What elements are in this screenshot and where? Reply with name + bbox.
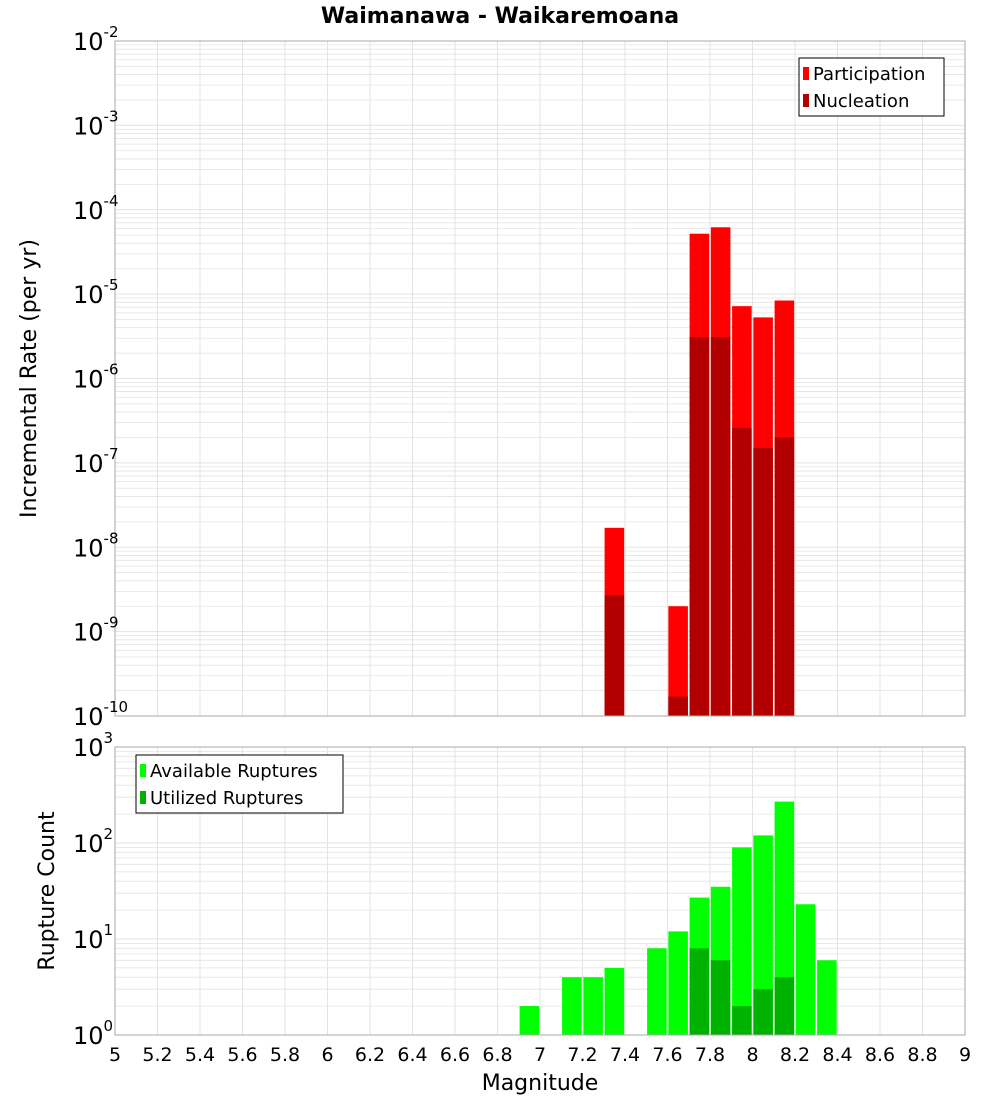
nucleation-bar <box>604 595 625 716</box>
x-tick-label: 7.4 <box>610 1044 640 1066</box>
utilized-bar <box>774 977 795 1035</box>
rate-plot: 10-10 10-9 10-8 10-7 10-6 10-5 10-4 10-3 10-2 In… <box>17 23 966 731</box>
available-bar <box>583 977 603 1035</box>
utilized-bar <box>753 989 773 1035</box>
x-tick-label: 6.2 <box>355 1044 385 1066</box>
count-y-ticks: 100 101 102 103 <box>73 729 113 1050</box>
y-tick-label: 10-6 <box>73 361 119 394</box>
nucleation-bar <box>689 337 710 716</box>
y-tick-label: 10-10 <box>73 698 128 731</box>
y-tick-label: 10-4 <box>73 192 119 225</box>
rate-plot-frame <box>114 40 966 717</box>
available-bar <box>774 801 795 1035</box>
legend-swatch <box>803 67 809 80</box>
available-bar <box>817 960 837 1035</box>
legend-label: Nucleation <box>813 91 909 112</box>
y-tick-label: 100 <box>73 1017 113 1050</box>
legend-swatch <box>140 764 146 777</box>
available-bar <box>668 931 688 1035</box>
y-tick-label: 10-7 <box>73 445 119 478</box>
x-tick-label: 7 <box>534 1044 546 1066</box>
x-tick-label: 7.2 <box>567 1044 597 1066</box>
y-tick-label: 10-8 <box>73 529 119 562</box>
count-plot-frame <box>114 746 966 1036</box>
x-tick-label: 5.2 <box>142 1044 172 1066</box>
y-tick-label: 10-5 <box>73 276 119 309</box>
available-bar <box>604 967 625 1035</box>
x-axis-label: Magnitude <box>482 1071 599 1096</box>
legend-label: Utilized Ruptures <box>150 788 303 809</box>
x-tick-label: 8 <box>746 1044 758 1066</box>
x-tick-label: 7.8 <box>695 1044 725 1066</box>
x-tick-label: 8.2 <box>780 1044 810 1066</box>
x-tick-label: 6.6 <box>440 1044 470 1066</box>
rate-y-axis-label: Incremental Rate (per yr) <box>17 239 42 518</box>
x-axis-ticks: 5 5.2 5.4 5.6 5.8 6 6.2 6.4 6.6 6.8 7 7.2 7.4 7.6 7.8 8… <box>109 1044 971 1066</box>
y-tick-label: 101 <box>73 921 113 954</box>
x-tick-label: 8.4 <box>822 1044 852 1066</box>
y-tick-label: 103 <box>73 729 113 762</box>
x-tick-label: 9 <box>959 1044 971 1066</box>
rate-legend: Participation Nucleation <box>798 57 945 117</box>
x-tick-label: 5 <box>109 1044 121 1066</box>
available-bar <box>519 1006 540 1035</box>
count-plot: 100 101 102 103 Rupture Count Available Rup… <box>35 729 966 1050</box>
utilized-bar <box>710 960 731 1035</box>
available-bar <box>562 977 582 1035</box>
x-tick-label: 5.8 <box>270 1044 300 1066</box>
rate-grid <box>114 41 966 717</box>
count-y-axis-label: Rupture Count <box>35 811 60 971</box>
x-tick-label: 8.6 <box>865 1044 895 1066</box>
y-tick-label: 10-2 <box>73 23 119 56</box>
x-tick-label: 6.4 <box>397 1044 427 1066</box>
available-bar <box>732 847 752 1035</box>
count-legend: Available Ruptures Utilized Ruptures <box>135 754 344 814</box>
nucleation-bar <box>732 427 752 716</box>
nucleation-bar <box>753 448 773 716</box>
legend-label: Participation <box>813 64 925 85</box>
legend-box <box>135 754 344 814</box>
participation-bar <box>668 606 688 716</box>
y-tick-label: 102 <box>73 825 113 858</box>
x-tick-label: 6.8 <box>482 1044 512 1066</box>
legend-swatch <box>803 94 809 107</box>
x-tick-label: 7.6 <box>652 1044 682 1066</box>
available-bar <box>795 904 816 1035</box>
y-tick-label: 10-9 <box>73 614 119 647</box>
x-tick-label: 6 <box>321 1044 333 1066</box>
chart-title: Waimanawa - Waikaremoana <box>321 4 679 29</box>
count-bars <box>519 801 837 1035</box>
nucleation-bar <box>710 337 731 716</box>
utilized-bar <box>689 948 710 1035</box>
available-bar <box>647 948 667 1035</box>
available-bar <box>753 835 773 1035</box>
legend-box <box>798 57 945 117</box>
rate-bars <box>604 227 795 716</box>
rate-y-ticks: 10-10 10-9 10-8 10-7 10-6 10-5 10-4 10-3 10-2 <box>73 23 128 731</box>
x-tick-label: 5.4 <box>185 1044 215 1066</box>
x-tick-label: 5.6 <box>227 1044 257 1066</box>
nucleation-bar <box>668 696 688 716</box>
utilized-bar <box>732 1006 752 1035</box>
legend-label: Available Ruptures <box>150 761 318 782</box>
legend-swatch <box>140 791 146 804</box>
nucleation-bar <box>774 437 795 716</box>
x-tick-label: 8.8 <box>907 1044 937 1066</box>
y-tick-label: 10-3 <box>73 107 119 140</box>
